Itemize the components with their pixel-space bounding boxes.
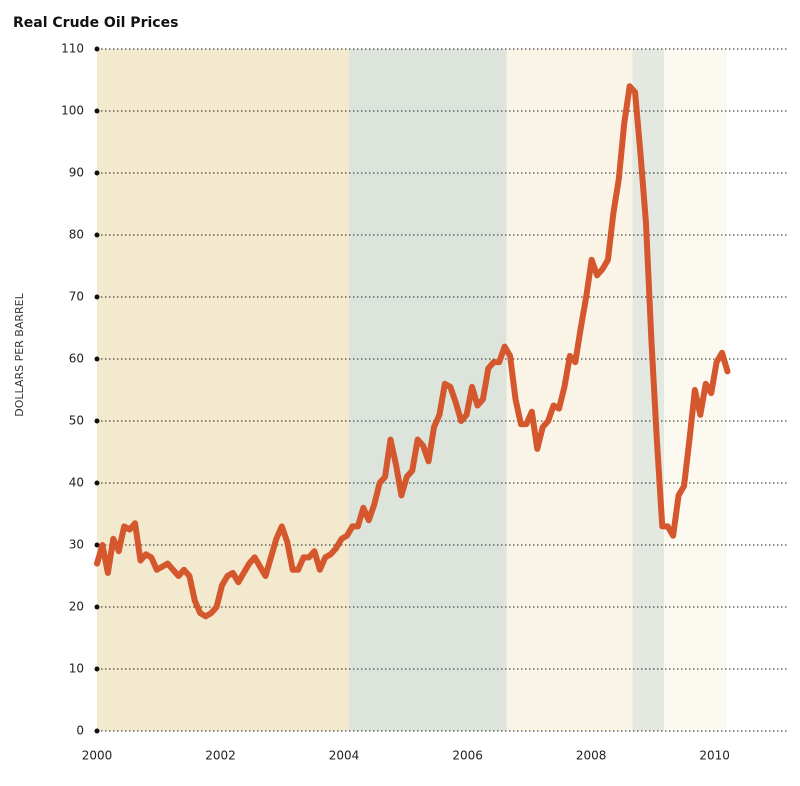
- y-tick-mark: [94, 46, 100, 52]
- y-tick-mark: [94, 418, 100, 424]
- y-tick-mark: [94, 666, 100, 672]
- y-tick-label: 70: [69, 290, 84, 304]
- y-tick-label: 40: [69, 476, 84, 490]
- y-tick-mark: [94, 108, 100, 114]
- y-tick-mark: [94, 232, 100, 238]
- y-tick-label: 90: [69, 166, 84, 180]
- x-tick-label: 2000: [82, 749, 113, 763]
- shaded-period: [97, 49, 349, 731]
- y-tick-mark: [94, 356, 100, 362]
- shaded-period: [506, 49, 633, 731]
- y-tick-label: 30: [69, 538, 84, 552]
- y-tick-label: 100: [61, 104, 84, 118]
- x-tick-label: 2010: [699, 749, 730, 763]
- x-tick-label: 2002: [205, 749, 236, 763]
- y-tick-mark: [94, 480, 100, 486]
- shaded-period: [349, 49, 507, 731]
- y-tick-mark: [94, 542, 100, 548]
- chart-title: Real Crude Oil Prices: [13, 15, 178, 31]
- y-tick-label: 10: [69, 662, 84, 676]
- y-tick-label: 20: [69, 600, 84, 614]
- y-tick-mark: [94, 604, 100, 610]
- x-tick-label: 2008: [576, 749, 607, 763]
- y-tick-label: 60: [69, 352, 84, 366]
- y-tick-label: 50: [69, 414, 84, 428]
- x-tick-label: 2006: [452, 749, 483, 763]
- x-tick-label: 2004: [329, 749, 360, 763]
- y-tick-mark: [94, 728, 100, 734]
- price-line: [94, 83, 731, 620]
- y-tick-mark: [94, 294, 100, 300]
- shaded-period: [632, 49, 664, 731]
- y-tick-label: 80: [69, 228, 84, 242]
- y-axis-label: DOLLARS PER BARREL: [13, 292, 26, 416]
- y-tick-label: 110: [61, 42, 84, 56]
- y-tick-label: 0: [76, 724, 84, 738]
- y-tick-mark: [94, 170, 100, 176]
